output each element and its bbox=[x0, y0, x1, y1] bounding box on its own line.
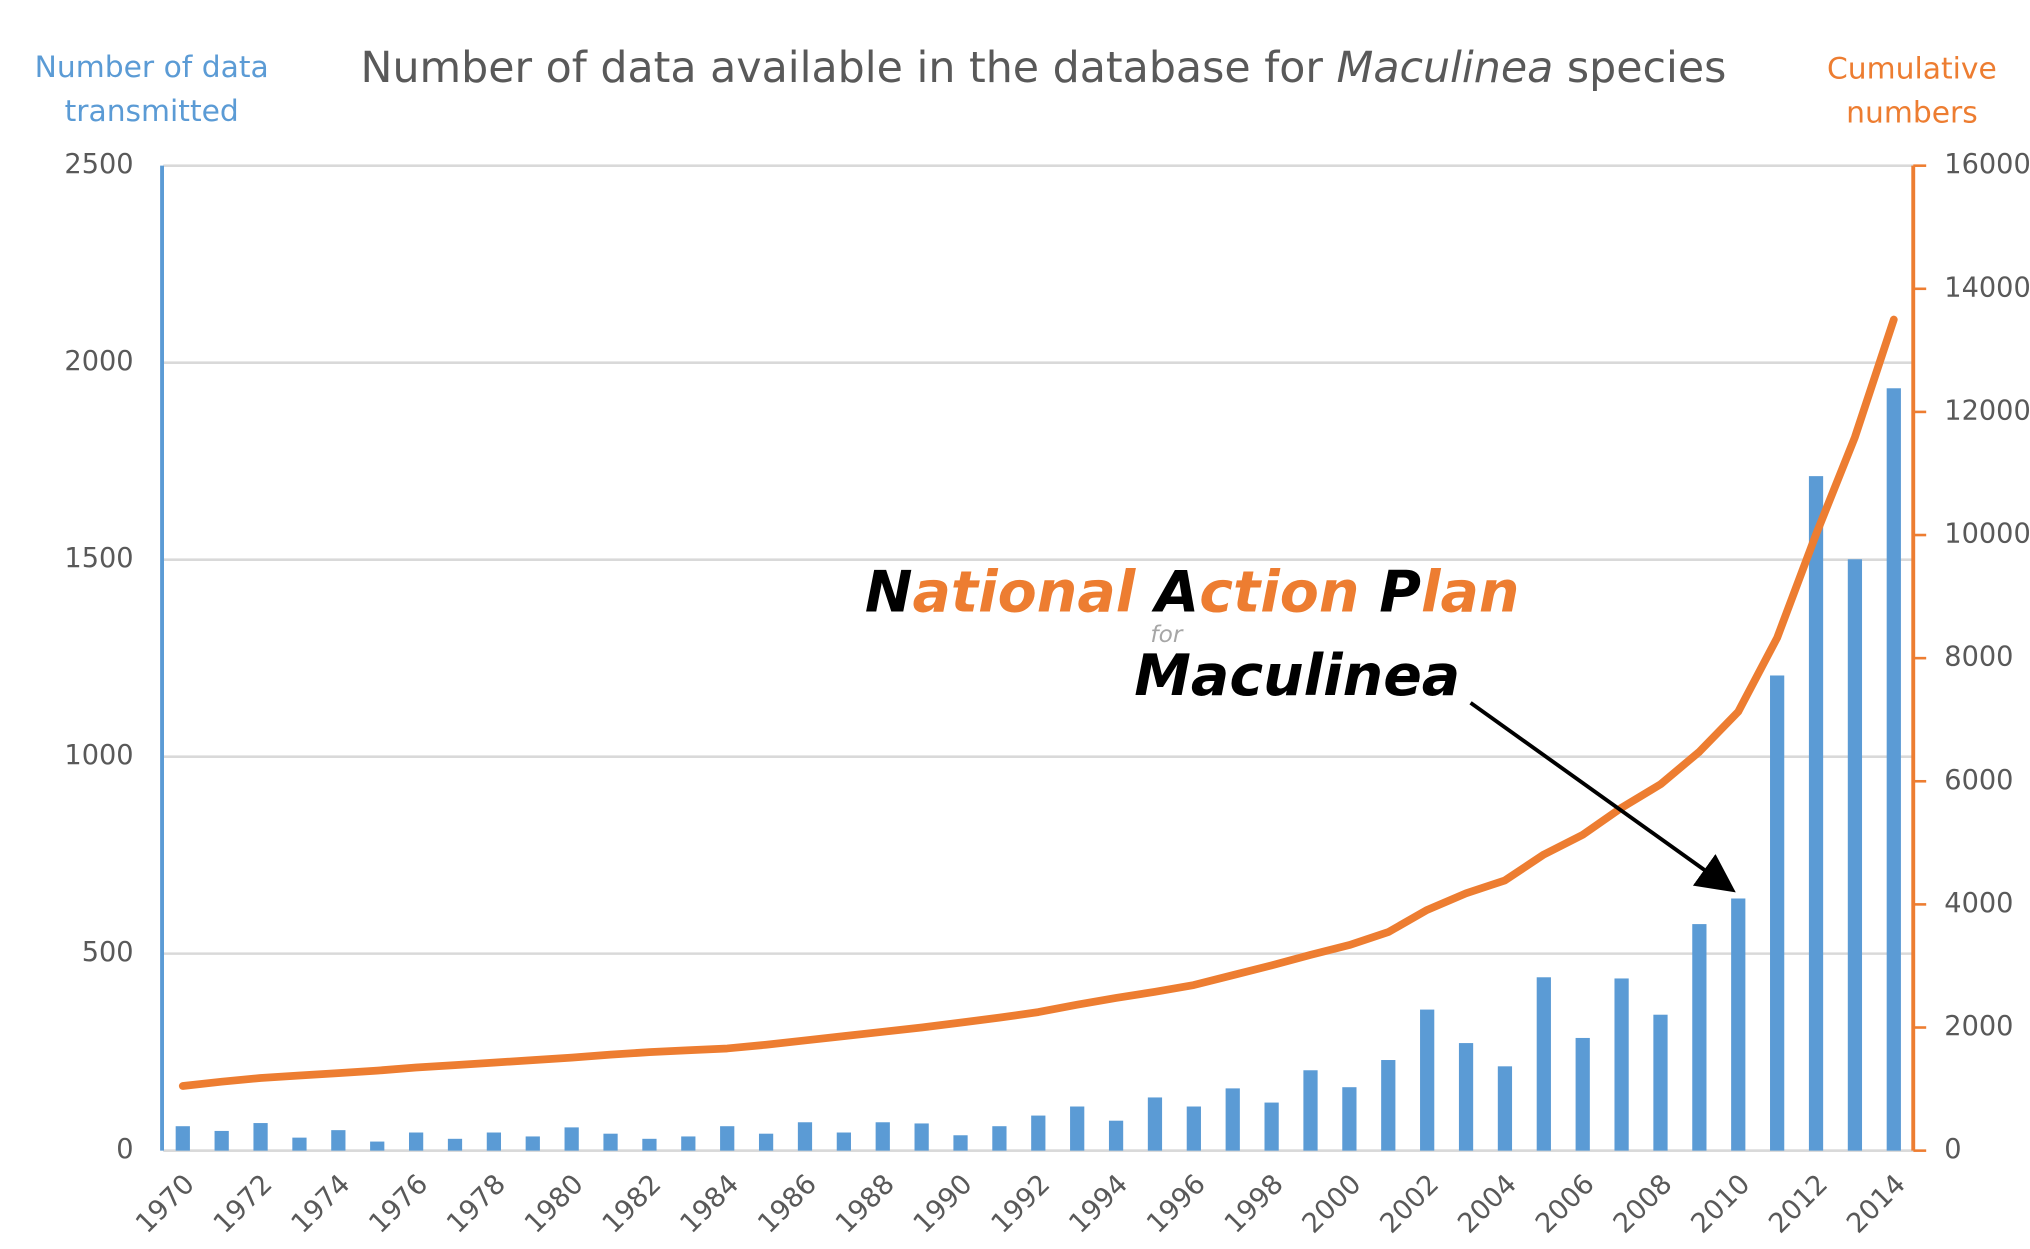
bar bbox=[720, 1126, 735, 1151]
y-tick-label: 2000 bbox=[64, 346, 133, 377]
bar bbox=[1031, 1115, 1046, 1151]
x-tick-label: 1982 bbox=[597, 1169, 668, 1240]
annotation: Maculinea bbox=[1134, 643, 1460, 709]
y-tick-label: 0 bbox=[116, 1134, 133, 1165]
x-tick-label: 1972 bbox=[208, 1169, 279, 1240]
x-tick-label: 1986 bbox=[752, 1169, 823, 1240]
y2-tick-label: 16000 bbox=[1944, 149, 2030, 180]
bar bbox=[1264, 1102, 1279, 1151]
bar bbox=[1420, 1009, 1435, 1151]
bar bbox=[1847, 559, 1863, 1151]
plot: 0 500 1000 1500 2000 2500 0 2000 4000 6000 8000 100… bbox=[64, 149, 2030, 1239]
y2-axis-label: numbers bbox=[1846, 95, 1978, 130]
y2-tick-label: 0 bbox=[1944, 1134, 1961, 1165]
annotation: for bbox=[1150, 621, 1183, 648]
x-tick-label: 1974 bbox=[286, 1169, 357, 1240]
x-tick-label: 2010 bbox=[1685, 1169, 1756, 1240]
bar bbox=[1108, 1120, 1124, 1151]
x-tick-label: 1994 bbox=[1063, 1169, 1134, 1240]
bar bbox=[370, 1141, 385, 1151]
y2-tick-label: 4000 bbox=[1944, 888, 2013, 919]
x-tick-label: 1996 bbox=[1141, 1169, 1212, 1240]
bar bbox=[681, 1136, 696, 1151]
bar bbox=[408, 1132, 424, 1151]
bar bbox=[525, 1136, 540, 1151]
y-tick-label: 1000 bbox=[64, 740, 133, 771]
x-tick-label: 2002 bbox=[1374, 1169, 1445, 1240]
bar bbox=[175, 1126, 190, 1151]
title-part: Number of data available in the database… bbox=[361, 42, 1337, 92]
bar bbox=[1770, 675, 1785, 1151]
bar bbox=[1458, 1043, 1474, 1151]
bar bbox=[603, 1133, 618, 1151]
bar bbox=[1342, 1087, 1357, 1151]
bar bbox=[1808, 476, 1824, 1151]
bar bbox=[1497, 1066, 1513, 1151]
x-tick-label: 1988 bbox=[830, 1169, 901, 1240]
x-tick-label: 1980 bbox=[519, 1169, 590, 1240]
bar bbox=[953, 1135, 968, 1151]
bar bbox=[1614, 978, 1629, 1151]
x-tick-label: 2008 bbox=[1608, 1169, 1679, 1240]
bar bbox=[836, 1132, 851, 1151]
x-tick-label: 1992 bbox=[985, 1169, 1056, 1240]
bar bbox=[1536, 977, 1551, 1151]
x-tick-label: 1970 bbox=[130, 1169, 201, 1240]
y2-tick-label: 2000 bbox=[1944, 1011, 2013, 1042]
bar bbox=[1731, 898, 1746, 1151]
bar bbox=[1653, 1014, 1668, 1151]
bar bbox=[447, 1138, 463, 1151]
y2-tick-label: 10000 bbox=[1944, 519, 2030, 550]
x-tick-label: 2012 bbox=[1763, 1169, 1834, 1240]
y2-tick-label: 12000 bbox=[1944, 395, 2030, 426]
bar bbox=[797, 1122, 813, 1151]
y2-tick-label: 8000 bbox=[1944, 642, 2013, 673]
bar bbox=[1225, 1088, 1240, 1151]
y-axis-label: Number of data bbox=[35, 50, 269, 85]
bar bbox=[1886, 388, 1901, 1151]
x-tick-label: 2004 bbox=[1452, 1169, 1523, 1240]
bar bbox=[214, 1130, 229, 1151]
x-tick-label: 1978 bbox=[441, 1169, 512, 1240]
bar bbox=[1575, 1037, 1590, 1151]
x-tick-label: 1998 bbox=[1219, 1169, 1290, 1240]
chart-title: Number of data available in the database… bbox=[361, 42, 1727, 92]
bar bbox=[564, 1127, 579, 1151]
x-tick-label: 1984 bbox=[674, 1169, 745, 1240]
bar bbox=[642, 1138, 657, 1151]
y-tick-label: 500 bbox=[82, 937, 134, 968]
y2-tick-label: 6000 bbox=[1944, 765, 2013, 796]
x-tick-label: 1990 bbox=[908, 1169, 979, 1240]
title-part: Maculinea bbox=[1337, 42, 1554, 92]
bar bbox=[1303, 1070, 1318, 1151]
y2-axis-label: Cumulative bbox=[1827, 51, 1997, 86]
y-tick-label: 2500 bbox=[64, 149, 133, 180]
x-tick-label: 2000 bbox=[1297, 1169, 1368, 1240]
bar bbox=[1381, 1060, 1396, 1151]
bar bbox=[253, 1123, 268, 1151]
line bbox=[178, 315, 1898, 1090]
bar bbox=[331, 1130, 346, 1151]
bar bbox=[992, 1126, 1007, 1151]
annotation: National Action Plan bbox=[865, 559, 1520, 625]
title-part: species bbox=[1553, 42, 1726, 92]
bar bbox=[1070, 1106, 1085, 1151]
bar bbox=[486, 1132, 502, 1151]
x-tick-label: 2014 bbox=[1841, 1169, 1912, 1240]
y2-tick-label: 14000 bbox=[1944, 272, 2030, 303]
bar bbox=[292, 1137, 307, 1151]
bar bbox=[914, 1123, 929, 1151]
bar bbox=[1186, 1106, 1201, 1151]
y-tick-label: 1500 bbox=[64, 543, 133, 574]
annotation-arrow bbox=[1469, 701, 1736, 893]
bar bbox=[875, 1122, 890, 1151]
bar bbox=[1692, 924, 1707, 1151]
x-tick-label: 2006 bbox=[1530, 1169, 1601, 1240]
bar bbox=[1147, 1097, 1163, 1151]
y-axis-label: transmitted bbox=[65, 94, 239, 129]
x-tick-label: 1976 bbox=[363, 1169, 434, 1240]
bar bbox=[758, 1133, 774, 1151]
